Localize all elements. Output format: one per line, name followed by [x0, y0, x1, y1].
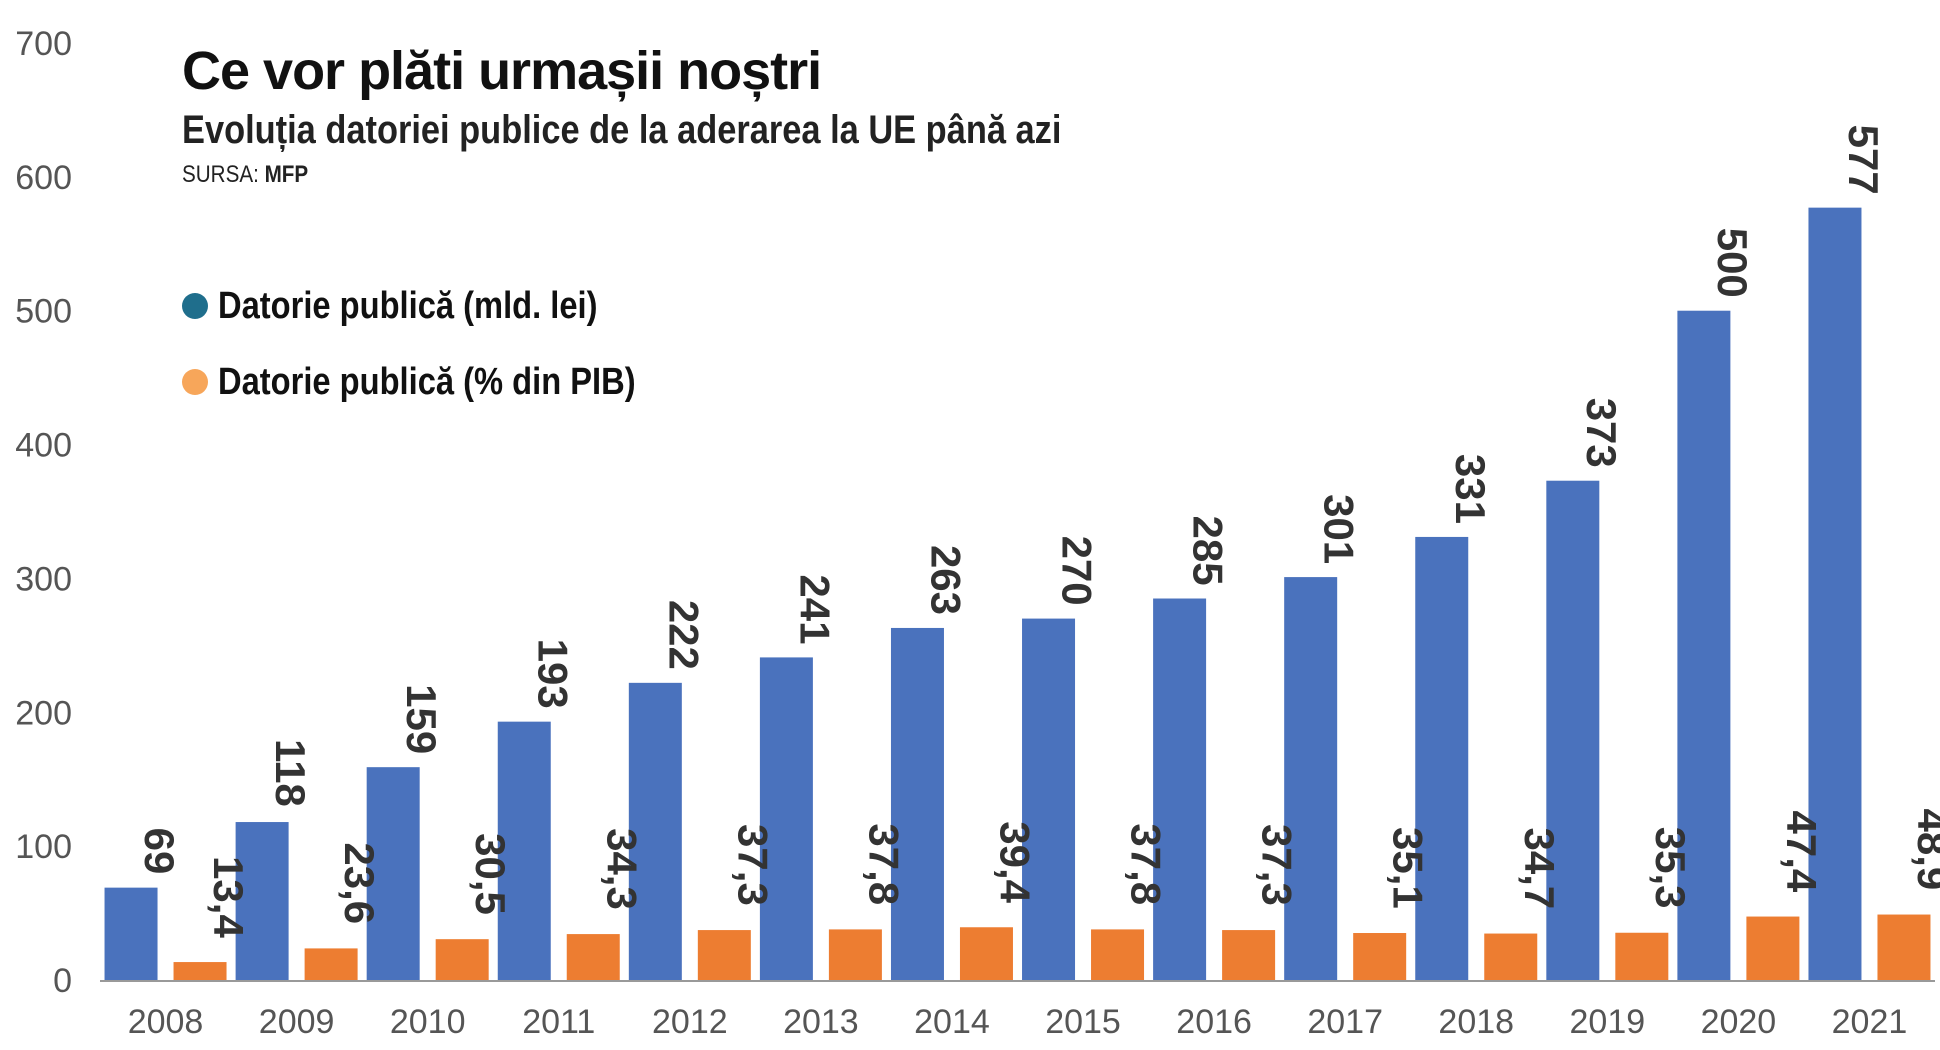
data-label: 13,4 [205, 856, 252, 938]
x-tick-label: 2009 [259, 1003, 335, 1041]
y-tick-label: 0 [53, 962, 72, 1000]
bar-debt-mld-lei [1022, 618, 1076, 980]
data-label: 34,7 [1516, 828, 1563, 910]
y-tick-label: 300 [15, 560, 72, 598]
data-label: 48,9 [1909, 809, 1940, 891]
data-label: 37,3 [1254, 824, 1301, 906]
legend-dot-series1 [182, 293, 208, 319]
x-tick-label: 2016 [1176, 1003, 1252, 1041]
x-tick-label: 2018 [1438, 1003, 1514, 1041]
data-label: 30,5 [467, 833, 514, 915]
data-label: 37,3 [729, 824, 776, 906]
data-label: 193 [529, 639, 576, 709]
bar-debt-pct-gdp [566, 934, 620, 980]
data-label: 373 [1578, 398, 1625, 468]
bars [104, 207, 1931, 980]
bar-debt-mld-lei [1153, 598, 1207, 980]
data-label: 331 [1447, 454, 1494, 524]
data-label: 301 [1316, 494, 1363, 564]
data-label: 285 [1185, 516, 1232, 586]
y-tick-label: 400 [15, 427, 72, 465]
data-label: 37,8 [860, 823, 907, 905]
bar-debt-mld-lei [235, 822, 289, 980]
x-tick-label: 2008 [128, 1003, 204, 1041]
data-label: 222 [660, 600, 707, 670]
legend: Datorie publică (mld. lei) Datorie publi… [182, 268, 704, 420]
x-tick-label: 2020 [1701, 1003, 1777, 1041]
y-tick-label: 700 [15, 25, 72, 63]
x-tick-label: 2021 [1832, 1003, 1908, 1041]
bar-debt-pct-gdp [959, 927, 1013, 980]
bar-debt-pct-gdp [1222, 930, 1276, 980]
bar-debt-mld-lei [104, 887, 158, 980]
data-label: 263 [922, 545, 969, 615]
data-label: 270 [1054, 536, 1101, 606]
y-axis-ticks: 0 100 200 300 400 500 600 700 [15, 25, 72, 1000]
bar-debt-mld-lei [759, 657, 813, 980]
y-tick-label: 500 [15, 293, 72, 331]
x-tick-label: 2017 [1307, 1003, 1383, 1041]
data-label: 69 [136, 828, 183, 875]
legend-label-series1: Datorie publică (mld. lei) [218, 284, 598, 327]
x-tick-label: 2013 [783, 1003, 859, 1041]
data-label: 37,8 [1123, 823, 1170, 905]
y-tick-label: 100 [15, 828, 72, 866]
data-label: 159 [398, 684, 445, 754]
x-tick-label: 2019 [1570, 1003, 1646, 1041]
bar-debt-pct-gdp [828, 929, 882, 980]
x-tick-label: 2012 [652, 1003, 728, 1041]
x-tick-label: 2011 [522, 1003, 595, 1041]
legend-dot-series2 [182, 369, 208, 395]
data-label: 35,3 [1647, 827, 1694, 909]
bar-debt-pct-gdp [697, 930, 751, 980]
chart-subtitle: Evoluția datoriei publice de la aderarea… [182, 108, 1062, 152]
data-label: 35,1 [1385, 827, 1432, 909]
bar-debt-mld-lei [497, 721, 551, 980]
source-line: SURSA: MFP [182, 161, 1061, 189]
bar-debt-mld-lei [1284, 577, 1338, 980]
x-tick-label: 2015 [1045, 1003, 1121, 1041]
bar-debt-pct-gdp [304, 948, 358, 980]
data-label: 500 [1709, 228, 1756, 298]
title-block: Ce vor plăti urmașii noștri Evoluția dat… [182, 40, 1205, 189]
data-label: 577 [1840, 125, 1887, 195]
data-label: 241 [791, 574, 838, 644]
x-tick-label: 2010 [390, 1003, 466, 1041]
source-prefix: SURSA: [182, 161, 259, 188]
bar-debt-pct-gdp [435, 939, 489, 980]
bar-debt-pct-gdp [1746, 916, 1800, 980]
bar-debt-mld-lei [628, 682, 682, 980]
data-label: 23,6 [336, 842, 383, 924]
bar-debt-mld-lei [1677, 310, 1731, 980]
data-labels: 69 13,4 118 23,6 159 30,5 193 34,3 222 37,3 241 37,… [136, 125, 1940, 939]
bar-debt-mld-lei [1546, 480, 1600, 980]
bar-debt-mld-lei [1808, 207, 1862, 980]
bar-debt-mld-lei [366, 767, 420, 980]
data-label: 47,4 [1778, 811, 1825, 893]
bar-debt-pct-gdp [173, 962, 227, 980]
x-axis-ticks: 2008 2009 2010 2011 2012 2013 2014 2015 2016 2017… [128, 1003, 1908, 1041]
data-label: 39,4 [991, 821, 1038, 903]
source-name: MFP [264, 161, 309, 188]
bar-debt-pct-gdp [1877, 914, 1931, 980]
legend-label-series2: Datorie publică (% din PIB) [218, 360, 636, 403]
y-tick-label: 200 [15, 694, 72, 732]
data-label: 118 [267, 739, 314, 807]
x-tick-label: 2014 [914, 1003, 990, 1041]
legend-item-series1: Datorie publică (mld. lei) [182, 268, 704, 344]
y-tick-label: 600 [15, 159, 72, 197]
bar-debt-mld-lei [890, 627, 944, 980]
bar-debt-pct-gdp [1091, 929, 1145, 980]
data-label: 34,3 [598, 828, 645, 910]
bar-debt-pct-gdp [1484, 933, 1538, 980]
legend-item-series2: Datorie publică (% din PIB) [182, 344, 704, 420]
bar-debt-pct-gdp [1615, 932, 1669, 980]
bar-debt-mld-lei [1415, 536, 1469, 980]
chart-title: Ce vor plăti urmașii noștri [182, 41, 822, 101]
bar-debt-pct-gdp [1353, 933, 1407, 980]
